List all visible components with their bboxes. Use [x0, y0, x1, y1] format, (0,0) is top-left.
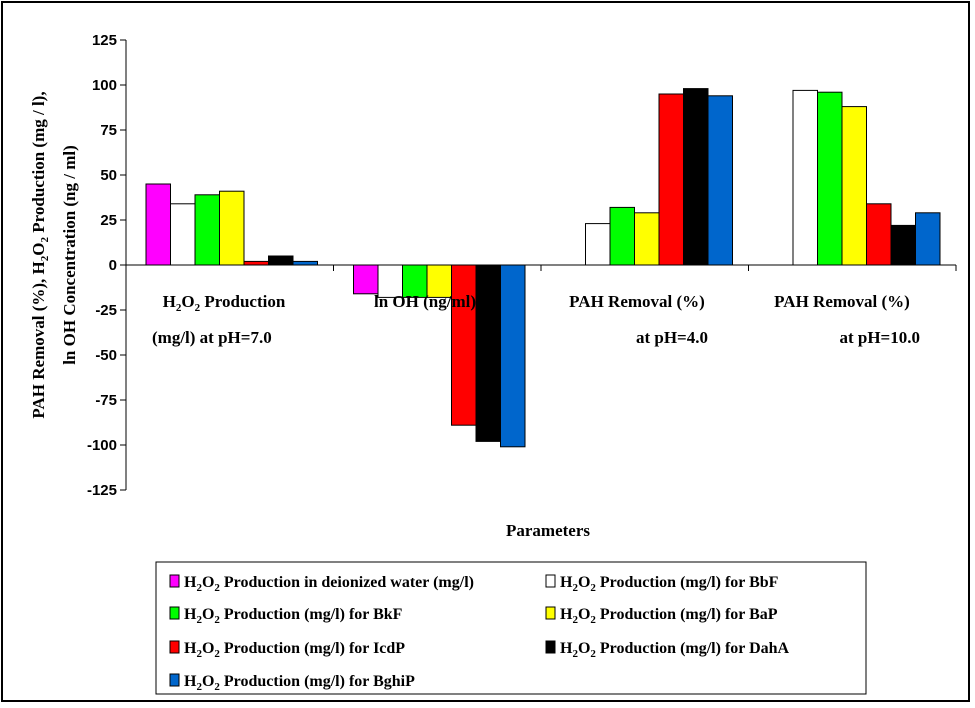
category-label: at pH=4.0	[636, 328, 708, 347]
category-label: PAH Removal (%)	[569, 292, 705, 311]
legend-swatch	[169, 673, 180, 687]
bar	[609, 206, 635, 266]
legend-swatch	[545, 606, 556, 620]
x-axis-title: Parameters	[506, 521, 590, 540]
y-tick-label: -125	[87, 482, 117, 499]
category-label: PAH Removal (%)	[774, 292, 910, 311]
legend-label: H2O2 Production (mg/l) for BbF	[560, 574, 779, 594]
bar	[500, 264, 526, 448]
bar	[145, 183, 171, 266]
y-tick-label: -50	[95, 347, 117, 364]
bar	[194, 194, 220, 266]
legend-swatch	[169, 574, 180, 588]
bar	[792, 89, 818, 266]
category-label: ln OH (ng/ml)	[374, 292, 476, 311]
y-tick-label: 125	[92, 32, 117, 49]
y-axis-title: PAH Removal (%), H2O2 Production (mg / l…	[29, 91, 51, 418]
bar	[866, 203, 892, 266]
legend: H2O2 Production in deionized water (mg/l…	[155, 561, 867, 695]
bar	[475, 264, 501, 442]
legend-swatch	[545, 574, 556, 588]
y-axis-title: ln OH Concentration (ng / ml)	[60, 145, 79, 365]
y-tick-label: -75	[95, 392, 117, 409]
legend-swatch	[169, 606, 180, 620]
y-tick-label: 0	[109, 257, 117, 274]
bar	[634, 212, 660, 266]
bar	[915, 212, 941, 266]
bar	[841, 106, 867, 266]
bar	[683, 88, 709, 266]
bar	[353, 264, 379, 295]
bar	[402, 264, 428, 298]
legend-label: H2O2 Production (mg/l) for BkF	[184, 606, 403, 626]
bar	[292, 260, 318, 266]
y-tick-label: 25	[100, 212, 117, 229]
y-tick-label: 100	[92, 77, 117, 94]
bar	[585, 223, 611, 266]
bar	[890, 224, 916, 266]
bar	[243, 260, 269, 266]
bar	[817, 91, 843, 266]
legend-label: H2O2 Production (mg/l) for BghiP	[184, 673, 415, 693]
legend-label: H2O2 Production in deionized water (mg/l…	[184, 574, 474, 594]
legend-swatch	[169, 640, 180, 654]
bar	[170, 203, 196, 266]
bar	[219, 190, 245, 266]
legend-box	[155, 561, 867, 695]
bar	[268, 255, 294, 266]
y-tick-label: -100	[87, 437, 117, 454]
y-tick-label: 50	[100, 167, 117, 184]
category-label: at pH=10.0	[839, 328, 920, 347]
bar	[707, 95, 733, 266]
category-label: (mg/l) at pH=7.0	[152, 328, 272, 347]
legend-label: H2O2 Production (mg/l) for BaP	[560, 606, 778, 626]
bar	[658, 93, 684, 266]
category-label: H2O2 Production	[163, 292, 286, 314]
y-tick-label: 75	[100, 122, 117, 139]
bar	[451, 264, 477, 426]
legend-swatch	[545, 640, 556, 654]
legend-label: H2O2 Production (mg/l) for IcdP	[184, 640, 405, 660]
y-tick-label: -25	[95, 302, 117, 319]
legend-label: H2O2 Production (mg/l) for DahA	[560, 640, 790, 660]
